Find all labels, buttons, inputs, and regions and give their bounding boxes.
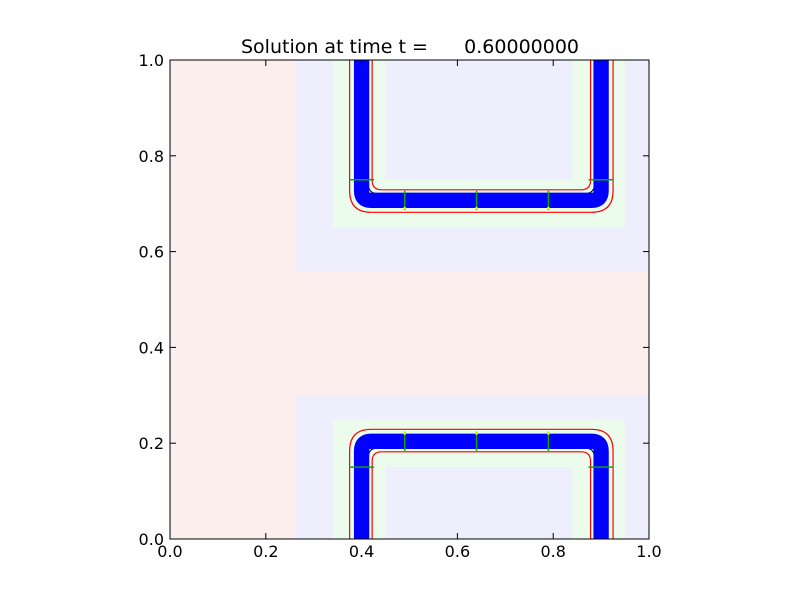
x-tick-label-2: 0.4 — [349, 542, 374, 561]
chart-title: Solution at time t = 0.60000000 — [241, 36, 579, 58]
marker-lower-2 — [475, 432, 478, 435]
marker-upper-2 — [475, 206, 478, 210]
contour-red-upper-1 — [349, 60, 614, 213]
solution-band-lower — [349, 428, 614, 539]
solution-band-upper — [349, 60, 614, 213]
y-tick-label-5: 1.0 — [139, 51, 164, 70]
marker-lower-3 — [547, 432, 550, 435]
y-tick-label-1: 0.2 — [139, 434, 164, 453]
x-tick-label-3: 0.6 — [445, 542, 470, 561]
y-tick-label-2: 0.4 — [139, 338, 164, 357]
x-tick-label-5: 1.0 — [636, 542, 661, 561]
contour-red-lower-2 — [371, 451, 592, 539]
marker-upper-3 — [547, 206, 550, 210]
x-tick-label-4: 0.8 — [540, 542, 565, 561]
plot-area — [170, 60, 649, 539]
y-axis: 0.0 0.2 0.4 0.6 0.8 1.0 — [139, 51, 649, 549]
level-4-patch-1 — [385, 60, 573, 180]
band-fill-lower — [353, 433, 609, 539]
level-4-patch-2 — [385, 467, 573, 539]
contour-red-upper-2 — [371, 60, 592, 191]
y-tick-label-4: 0.8 — [139, 147, 164, 166]
band-fill-upper — [353, 60, 609, 209]
x-axis: 0.0 0.2 0.4 0.6 0.8 1.0 — [157, 60, 662, 561]
plot-frame — [169, 59, 650, 540]
x-tick-label-0: 0.0 — [157, 542, 182, 561]
contour-red-lower-1 — [349, 428, 614, 539]
marker-lower-1 — [403, 432, 406, 435]
marker-upper-1 — [403, 206, 406, 210]
y-tick-label-0: 0.0 — [139, 530, 164, 549]
y-tick-label-3: 0.6 — [139, 243, 164, 262]
x-tick-label-1: 0.2 — [253, 542, 278, 561]
